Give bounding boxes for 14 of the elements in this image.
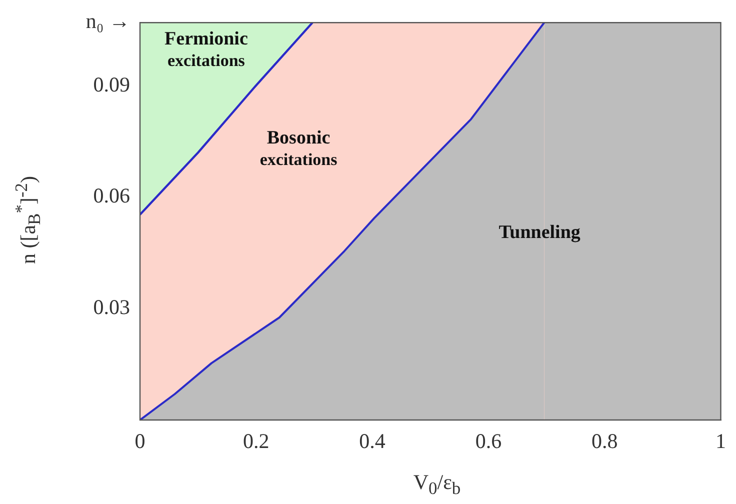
x-tick-label: 0.6 xyxy=(475,429,502,454)
x-tick-label: 0.2 xyxy=(243,429,270,454)
annotation: Tunneling xyxy=(498,222,581,244)
annotation: Bosonic excitations xyxy=(260,128,338,170)
annotation: Fermionic excitations xyxy=(164,28,248,70)
x-axis-title: V$_{0}$/ε$_{b}$ xyxy=(413,470,461,500)
y-tick-label: n₀ → xyxy=(86,9,130,34)
x-tick-label: 0.4 xyxy=(359,429,386,454)
y-tick-label: 0.03 xyxy=(93,295,130,320)
y-tick-label: 0.09 xyxy=(93,72,130,96)
x-tick-label: 0.8 xyxy=(591,429,618,454)
x-tick-label: 0 xyxy=(134,429,146,454)
x-tick-label: 1 xyxy=(716,429,726,454)
y-tick-label: 0.06 xyxy=(93,184,130,208)
